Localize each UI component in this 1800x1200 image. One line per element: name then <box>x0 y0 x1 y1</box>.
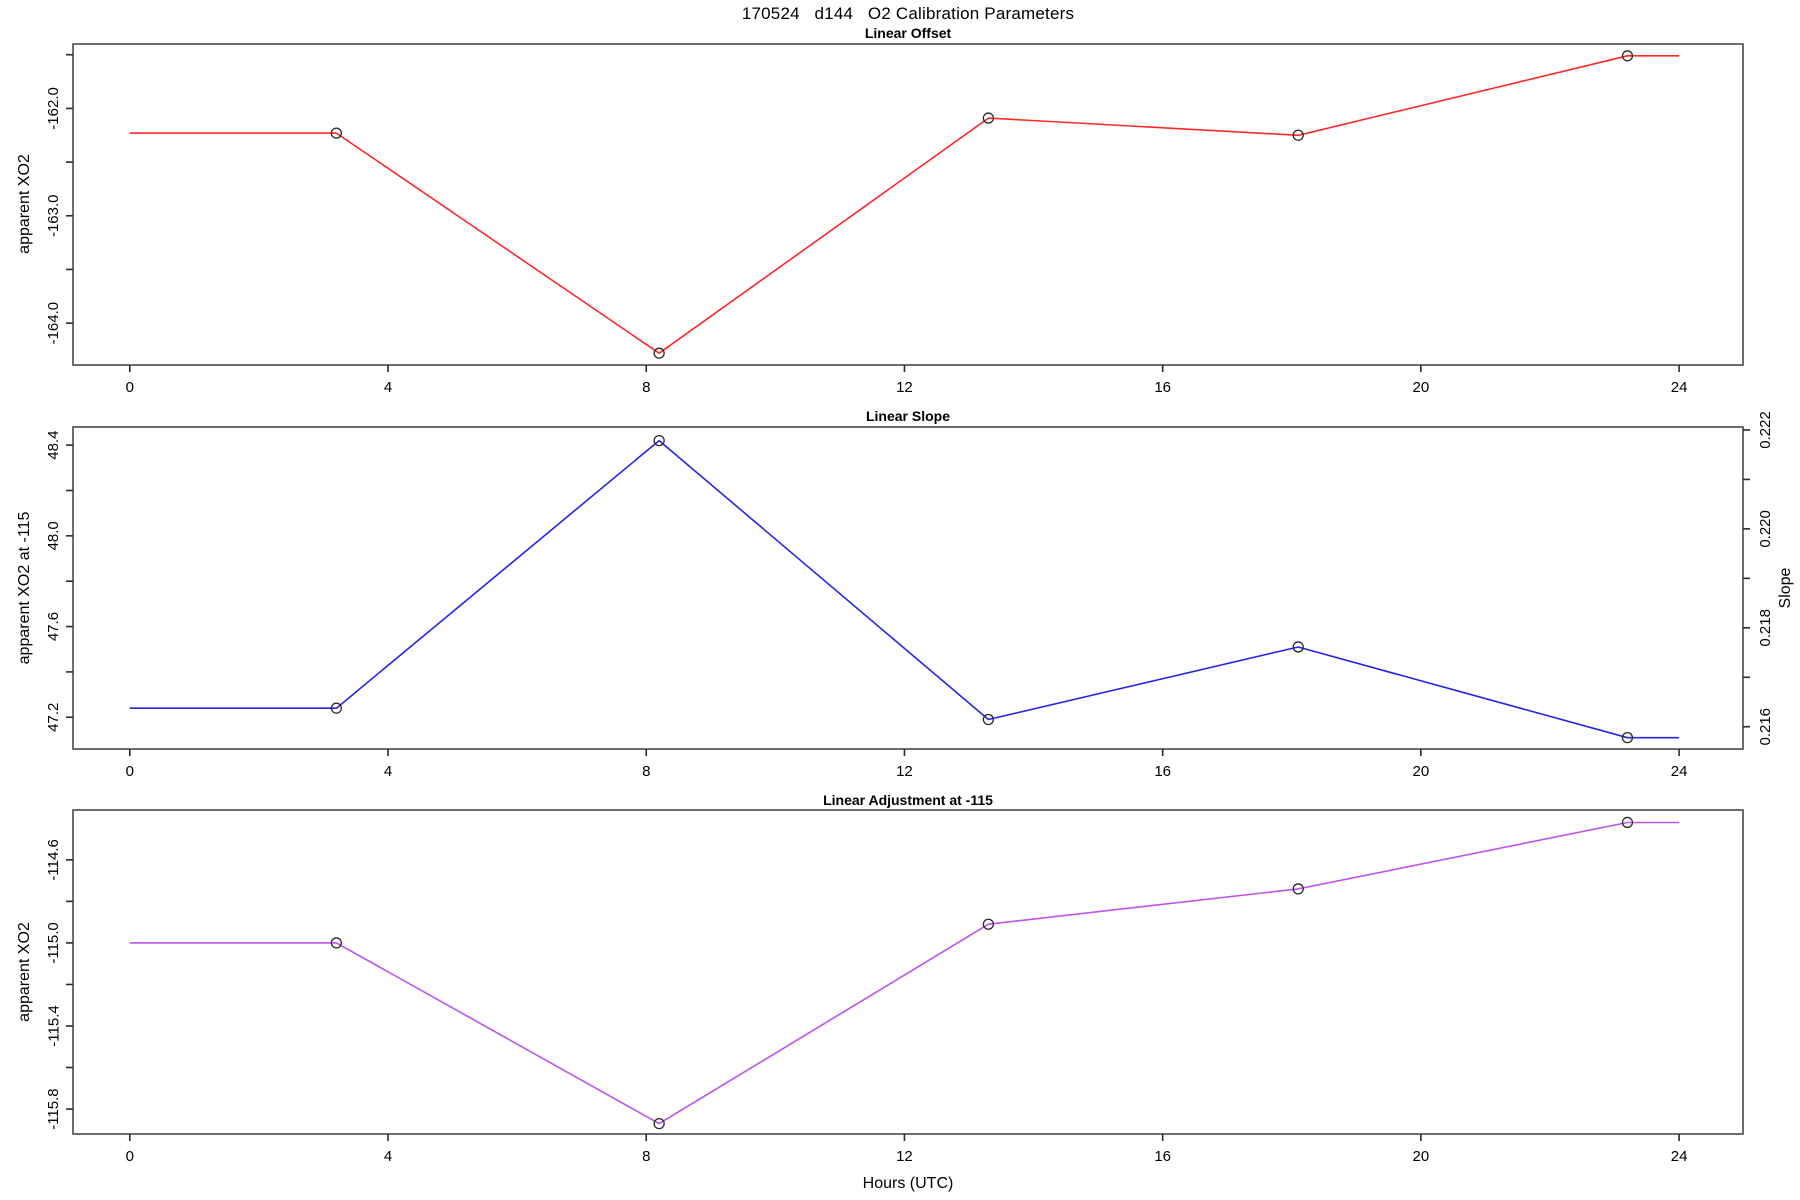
x-tick-label: 12 <box>896 379 913 396</box>
data-point <box>653 434 665 447</box>
data-point <box>1292 129 1304 141</box>
data-point <box>1292 641 1304 653</box>
series-line <box>129 54 1680 355</box>
data-point <box>1621 50 1634 62</box>
y-tick-label: 48.4 <box>45 431 62 460</box>
x-tick-label: 0 <box>126 1148 134 1165</box>
right-y-tick-label: 0.216 <box>1757 708 1774 746</box>
y-tick-label: -115.8 <box>45 1088 62 1129</box>
x-tick-label: 0 <box>126 763 134 780</box>
panel3-title: Linear Adjustment at -115 <box>823 792 993 808</box>
series-line <box>129 439 1680 739</box>
data-point <box>330 937 343 949</box>
y-tick-label: 48.0 <box>45 521 62 550</box>
data-point <box>330 127 343 139</box>
y-tick-label: -114.6 <box>45 839 62 880</box>
y-tick-label: -164.0 <box>45 302 62 345</box>
y-tick-label: -163.0 <box>45 194 62 237</box>
y-tick-label: 47.2 <box>45 703 62 732</box>
panel-2-frame <box>72 426 1744 750</box>
x-tick-label: 20 <box>1413 1148 1430 1165</box>
data-point <box>982 918 995 930</box>
panel1-title: Linear Offset <box>864 25 952 41</box>
y-tick-label: -115.4 <box>45 1005 62 1046</box>
right-y-tick-label: 0.222 <box>1757 411 1774 449</box>
data-point <box>982 713 995 726</box>
x-tick-label: 8 <box>642 1148 650 1165</box>
x-tick-label: 0 <box>126 379 134 396</box>
panel2-title: Linear Slope <box>865 408 951 424</box>
y-tick-label: 47.6 <box>45 612 62 641</box>
data-point <box>330 702 343 714</box>
x-axis-label: Hours (UTC) <box>862 1175 954 1192</box>
x-tick-label: 8 <box>642 763 650 780</box>
series-line <box>129 821 1680 1125</box>
data-point <box>1292 883 1304 895</box>
panel2-y-axis-label: apparent XO2 at -115 <box>16 511 33 665</box>
x-tick-label: 8 <box>642 379 650 396</box>
x-tick-label: 16 <box>1154 763 1171 780</box>
x-tick-label: 4 <box>384 763 392 780</box>
right-y-tick-label: 0.218 <box>1757 609 1774 647</box>
x-tick-label: 24 <box>1671 1148 1688 1165</box>
x-tick-label: 16 <box>1154 1148 1171 1165</box>
panel2-right-axis-label: Slope <box>1777 567 1794 609</box>
data-point <box>1621 816 1634 829</box>
x-tick-label: 24 <box>1671 763 1688 780</box>
x-tick-label: 12 <box>896 763 913 780</box>
x-tick-label: 12 <box>896 1148 913 1165</box>
panel-1-frame <box>72 43 1744 366</box>
right-y-tick-label: 0.220 <box>1757 510 1774 548</box>
page-title: 170524 d144 O2 Calibration Parameters <box>741 4 1075 23</box>
panel3-y-axis-label: apparent XO2 <box>16 922 33 1022</box>
x-tick-label: 4 <box>384 1148 392 1165</box>
x-tick-label: 4 <box>384 379 392 396</box>
data-point <box>982 112 995 124</box>
data-point <box>653 347 665 359</box>
x-tick-label: 16 <box>1154 379 1171 396</box>
y-tick-label: -115.0 <box>45 922 62 963</box>
data-point <box>653 1117 665 1130</box>
x-tick-label: 20 <box>1413 379 1430 396</box>
panel1-y-axis-label: apparent XO2 <box>16 154 33 254</box>
x-tick-label: 20 <box>1413 763 1430 780</box>
y-tick-label: -162.0 <box>45 87 62 130</box>
x-tick-label: 24 <box>1671 379 1688 396</box>
panel-3-frame <box>72 809 1744 1135</box>
data-point <box>1621 732 1634 744</box>
